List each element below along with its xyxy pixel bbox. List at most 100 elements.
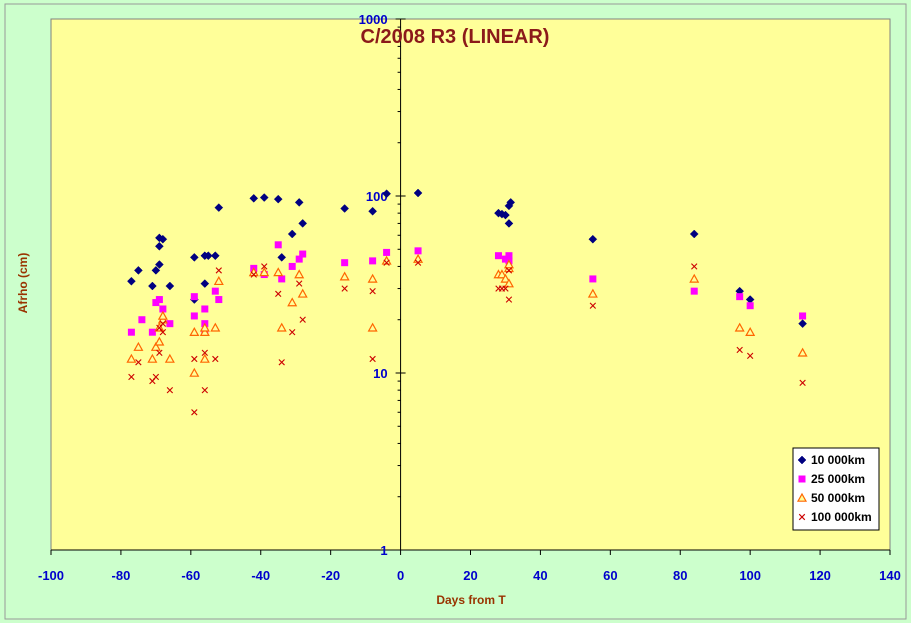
- legend-box: [792, 447, 880, 531]
- x-tick-label: -20: [321, 568, 340, 583]
- x-tick-label: 140: [879, 568, 901, 583]
- data-point: [199, 322, 210, 332]
- data-point: [148, 281, 157, 291]
- data-point: [496, 269, 507, 279]
- series-100-000km: [128, 259, 806, 416]
- data-point: [154, 336, 165, 346]
- data-point: [212, 355, 219, 363]
- data-point: [273, 194, 283, 204]
- data-point: [369, 257, 377, 265]
- data-point: [287, 297, 298, 307]
- data-point: [297, 288, 308, 298]
- data-point: [201, 349, 209, 357]
- data-point: [414, 259, 422, 266]
- data-point: [367, 273, 378, 283]
- data-point: [503, 278, 514, 288]
- data-point: [341, 285, 348, 292]
- data-point: [189, 367, 200, 377]
- data-point: [159, 320, 167, 327]
- data-point: [278, 359, 285, 366]
- data-point: [249, 193, 259, 203]
- data-point: [277, 253, 287, 262]
- data-point: [133, 341, 144, 351]
- data-point: [199, 353, 210, 363]
- data-point: [259, 267, 270, 277]
- legend-entry-label: 25 000km: [811, 472, 865, 486]
- data-point: [413, 188, 423, 198]
- data-point: [504, 219, 514, 228]
- data-point: [250, 271, 257, 278]
- data-point: [799, 312, 807, 320]
- data-point: [127, 276, 136, 286]
- series-10-000km: [127, 188, 807, 329]
- x-tick-label: 80: [673, 568, 687, 583]
- data-point: [166, 320, 174, 328]
- data-point: [691, 263, 698, 270]
- data-point: [201, 386, 209, 394]
- data-point: [734, 322, 745, 332]
- data-point: [213, 275, 224, 286]
- legend-entry-label: 100 000km: [811, 510, 872, 524]
- data-point: [797, 347, 808, 357]
- data-point: [215, 296, 223, 304]
- data-point: [166, 386, 174, 394]
- data-point: [274, 241, 282, 249]
- data-markers: [126, 188, 808, 416]
- data-point: [155, 241, 164, 251]
- data-point: [294, 269, 305, 279]
- legend: 10 000km 25 000km 50 000km 100 000km: [792, 447, 880, 531]
- data-point: [261, 263, 268, 270]
- data-point: [382, 189, 391, 199]
- y-axis-title: Afrho (cm): [16, 253, 30, 314]
- data-point: [189, 253, 199, 262]
- data-point: [287, 229, 297, 239]
- data-point: [150, 341, 161, 351]
- data-point: [190, 293, 198, 301]
- data-point: [189, 326, 200, 337]
- data-point: [151, 266, 161, 275]
- data-point: [736, 293, 744, 301]
- x-tick-label: 0: [397, 568, 404, 583]
- data-point: [210, 251, 220, 261]
- data-point: [798, 319, 807, 329]
- data-point: [289, 329, 296, 336]
- data-point: [288, 262, 296, 270]
- data-point: [275, 290, 282, 298]
- x-tick-label: -100: [38, 568, 64, 583]
- data-point: [156, 349, 163, 357]
- x-tick-label: 20: [463, 568, 477, 583]
- x-tick-label: -40: [251, 568, 270, 583]
- data-point: [278, 275, 286, 283]
- data-point: [215, 267, 222, 274]
- data-point: [690, 287, 698, 295]
- data-point: [259, 193, 269, 202]
- x-tick-label: -60: [181, 568, 200, 583]
- data-point: [505, 296, 513, 303]
- data-point: [299, 250, 307, 258]
- data-point: [210, 322, 221, 332]
- data-point: [191, 355, 198, 363]
- x-tick-label: 100: [739, 568, 761, 583]
- data-point: [505, 267, 513, 274]
- data-point: [165, 281, 175, 291]
- data-point: [273, 267, 284, 277]
- data-point: [745, 326, 756, 337]
- data-point: [589, 302, 597, 309]
- data-point: [746, 352, 754, 360]
- legend-marker: [798, 475, 806, 483]
- data-point: [587, 288, 598, 298]
- legend-entry-label: 50 000km: [811, 491, 865, 505]
- legend-entry-label: 10 000km: [811, 453, 865, 467]
- data-point: [502, 285, 509, 292]
- data-point: [689, 273, 700, 283]
- y-tick-label: 10: [373, 366, 387, 381]
- data-point: [134, 266, 143, 275]
- data-point: [191, 409, 198, 416]
- data-point: [503, 259, 514, 269]
- data-point: [383, 259, 390, 266]
- x-tick-label: -80: [112, 568, 131, 583]
- data-point: [505, 252, 513, 260]
- data-point: [159, 305, 167, 313]
